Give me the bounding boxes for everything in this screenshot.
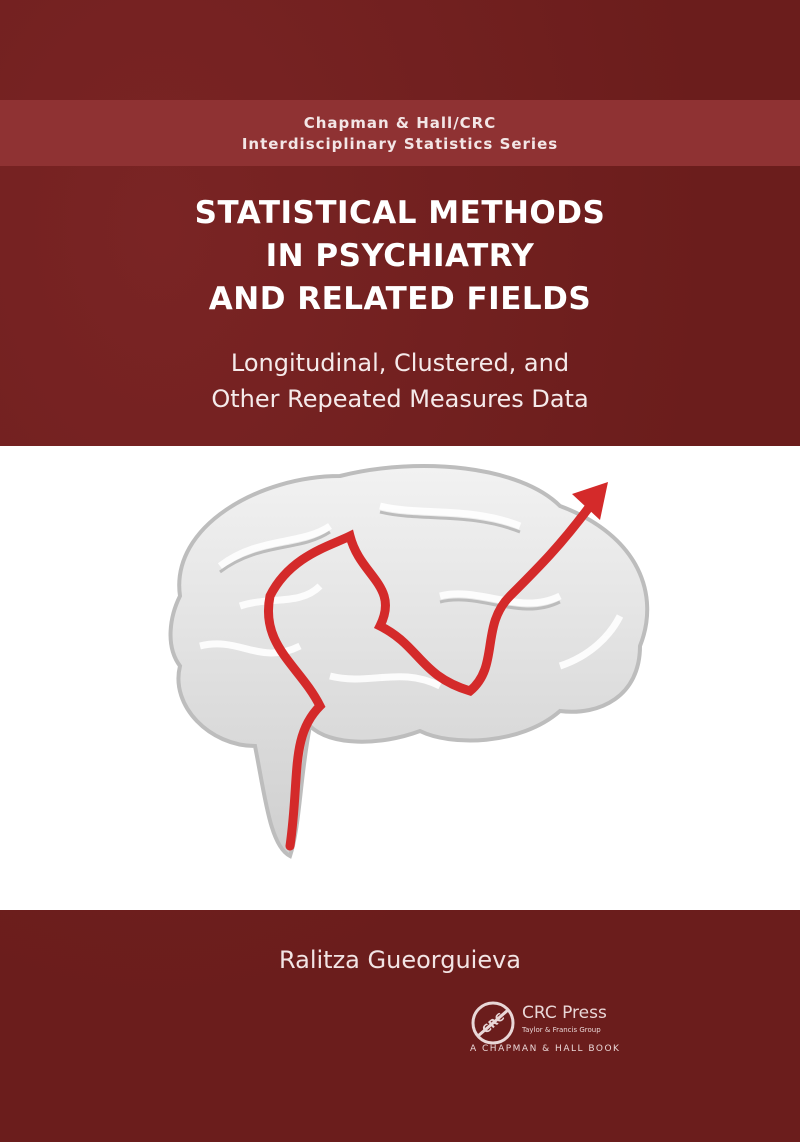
cover-image-panel (0, 446, 800, 910)
subtitle-line2: Other Repeated Measures Data (211, 385, 589, 413)
title-line2: IN PSYCHIATRY (265, 238, 535, 274)
book-title: STATISTICAL METHODS IN PSYCHIATRY AND RE… (0, 192, 800, 321)
publisher-name: CRC Press (522, 1003, 607, 1023)
title-line3: AND RELATED FIELDS (208, 281, 592, 317)
maze-walls (199, 502, 624, 690)
book-subtitle: Longitudinal, Clustered, and Other Repea… (0, 345, 800, 417)
author-name: Ralitza Gueorguieva (278, 946, 522, 974)
series-name-line1: Chapman & Hall/CRC (303, 114, 497, 132)
brain-maze-illustration (168, 464, 650, 859)
title-line1: STATISTICAL METHODS (194, 195, 606, 231)
series-name-line2: Interdisciplinary Statistics Series (241, 135, 559, 153)
brain-shape (168, 464, 650, 859)
arrow-head-icon (572, 482, 608, 520)
publisher-imprint: A CHAPMAN & HALL BOOK (470, 1044, 621, 1054)
maze-path-arrow (264, 501, 595, 851)
crc-logo-icon: CRC (471, 1001, 515, 1045)
series-band: Chapman & Hall/CRC Interdisciplinary Sta… (0, 100, 800, 166)
subtitle-line1: Longitudinal, Clustered, and (230, 349, 570, 377)
publisher-group: Taylor & Francis Group (522, 1026, 601, 1034)
